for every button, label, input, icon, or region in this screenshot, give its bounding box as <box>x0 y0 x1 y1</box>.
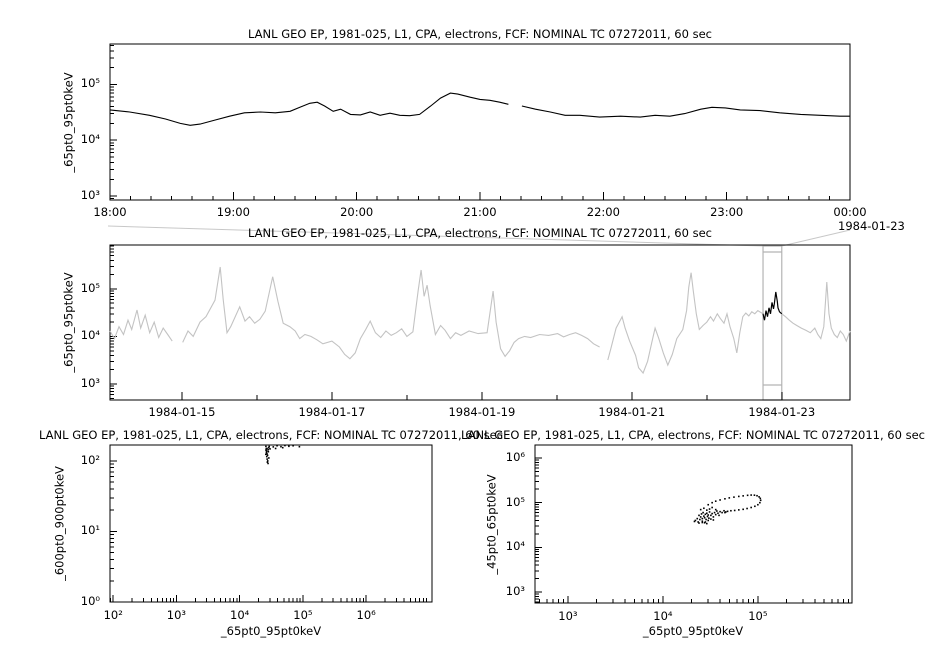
y-tick-label: 10² <box>80 452 100 467</box>
x-tick-label: 10⁴ <box>230 608 250 622</box>
y-tick-label: 10⁴ <box>80 328 100 343</box>
x-tick-label: 18:00 <box>93 205 127 219</box>
x-tick-label: 1984-01-23 <box>748 405 816 419</box>
y-tick-label: 10³ <box>505 584 525 599</box>
y-tick-label: 10⁵ <box>505 494 525 509</box>
x-tick-label: 10³ <box>166 608 187 622</box>
y-tick-label: 10⁴ <box>505 539 525 554</box>
x-tick-label: 19:00 <box>216 205 250 219</box>
panel1-y-axis-label: _65pt0_95pt0keV <box>61 72 76 173</box>
y-tick-label: 10³ <box>80 188 100 203</box>
x-tick-label: 21:00 <box>463 205 497 219</box>
panel1-plot-area[interactable] <box>110 44 850 200</box>
x-tick-label: 1984-01-15 <box>148 405 216 419</box>
x-tick-label: 23:00 <box>710 205 744 219</box>
x-tick-label: 1984-01-17 <box>298 405 366 419</box>
y-tick-label: 10¹ <box>80 523 100 538</box>
panel4-title: LANL GEO EP, 1981-025, L1, CPA, electron… <box>461 428 925 442</box>
panel4-plot-area[interactable] <box>535 445 852 603</box>
x-tick-label: 10⁵ <box>293 608 313 622</box>
y-tick-label: 10⁵ <box>80 76 100 91</box>
panel1-title: LANL GEO EP, 1981-025, L1, CPA, electron… <box>248 27 712 41</box>
x-tick-label: 1984-01-19 <box>448 405 516 419</box>
panel4-x-axis-label: _65pt0_95pt0keV <box>642 624 744 638</box>
panel2-plot-area[interactable] <box>110 245 850 400</box>
y-tick-label: 10⁴ <box>80 132 100 147</box>
panel3-plot-area[interactable] <box>110 445 432 602</box>
x-tick-label: 10² <box>103 608 123 622</box>
panel2-title: LANL GEO EP, 1981-025, L1, CPA, electron… <box>248 226 712 240</box>
x-tick-label: 10⁶ <box>356 608 376 622</box>
x-tick-label: 22:00 <box>586 205 620 219</box>
panel3-x-axis-label: _65pt0_95pt0keV <box>220 624 322 638</box>
x-axis-date-label: 1984-01-23 <box>838 219 905 233</box>
y-tick-label: 10⁵ <box>80 280 100 295</box>
zoom-region-box[interactable] <box>763 246 782 400</box>
x-tick-label: 1984-01-21 <box>598 405 666 419</box>
panel3-title: LANL GEO EP, 1981-025, L1, CPA, electron… <box>39 428 503 442</box>
x-tick-label: 20:00 <box>340 205 374 219</box>
y-tick-label: 10⁶ <box>505 449 525 464</box>
y-tick-label: 10⁰ <box>80 594 100 608</box>
x-tick-label: 10⁵ <box>748 609 768 623</box>
x-tick-label: 10³ <box>558 609 578 623</box>
y-tick-label: 10³ <box>80 375 100 390</box>
x-tick-label: 00:00 <box>833 205 867 219</box>
x-tick-label: 10⁴ <box>653 609 673 623</box>
